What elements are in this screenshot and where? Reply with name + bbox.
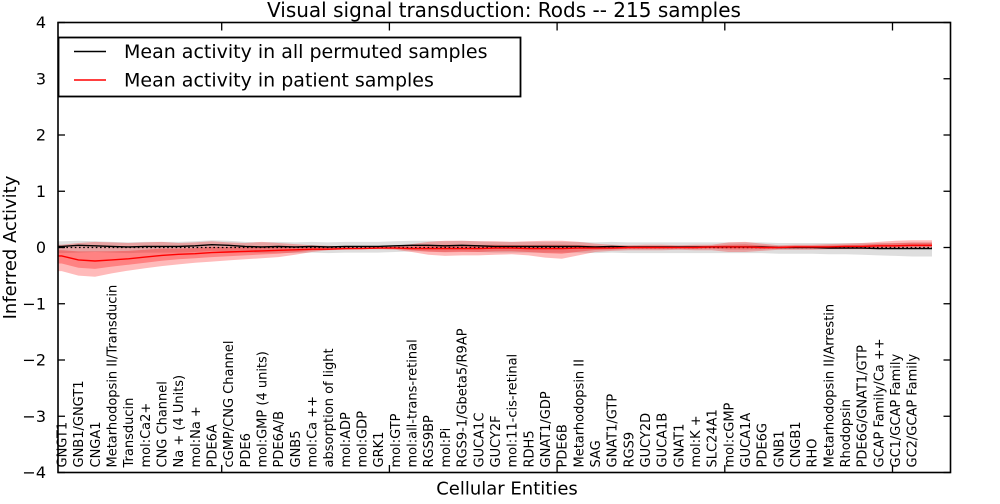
x-tick-label: Metarhodopsin II [572,359,587,467]
x-tick-label: Transducin [122,398,137,469]
x-tick-label: GRK1 [372,432,387,468]
x-tick-label: mol:all-trans-retinal [406,339,421,467]
y-axis-tick-labels: 4 3 2 1 0 −1 −2 −3 −4 [22,13,46,482]
y-tick-label: 2 [36,126,46,145]
x-tick-label: GNAT1/GDP [539,391,554,467]
y-tick-label: 3 [36,69,46,88]
x-tick-label: Rhodopsin [839,399,854,467]
x-tick-label: GUCA1B [656,413,671,468]
x-tick-label: GC2/GCAP Family [906,354,921,468]
x-tick-label: absorption of light [322,348,337,467]
x-tick-label: mol:GMP (4 units) [256,351,271,467]
x-axis-label: Cellular Entities [436,479,578,500]
y-tick-label: −4 [22,463,46,482]
x-tick-label: GNB5 [289,431,304,468]
x-tick-label: GC1/GCAP Family [889,354,904,468]
x-tick-label: PDE6G [756,423,771,467]
x-tick-label: GNAT1/GTP [606,394,621,468]
x-tick-label: mol:Ca2+ [139,403,154,468]
x-tick-label: GNB1 [772,431,787,468]
x-tick-label: GNAT1 [672,424,687,468]
x-tick-label: GUCA1C [472,413,487,468]
x-tick-label: RGS9-1/Gbeta5/R9AP [456,328,471,467]
x-tick-label: mol:K + [689,415,704,467]
x-tick-label: mol:cGMP [722,402,737,467]
chart-title: Visual signal transduction: Rods -- 215 … [267,0,741,22]
x-tick-label: GUCY2D [639,413,654,468]
x-tick-label: mol:ADP [339,412,354,468]
x-tick-label: RHO [806,438,821,467]
x-tick-label: PDE6A [206,424,221,467]
line-mean-patient-samples [58,244,932,262]
y-tick-label: −2 [22,351,46,370]
confidence-band-patient-inner [58,242,932,269]
x-tick-label: PDE6A/B [272,411,287,468]
x-axis-entity-labels: GNGT1 GNB1/GNGT1 CNGA1 Metarhodopsin II/Tra… [56,285,921,469]
x-tick-label: mol:11-cis-retinal [506,354,521,468]
x-tick-label: Metarhodopsin II/Transducin [106,285,121,468]
y-tick-label: −1 [22,294,46,313]
x-tick-label: CNGA1 [89,421,104,467]
y-tick-label: 4 [36,13,46,32]
confidence-band-patient-outer [58,240,932,277]
x-tick-label: mol:Na + [189,406,204,467]
series-lines [58,243,932,262]
x-tick-label: mol:GTP [389,413,404,467]
y-tick-label: 1 [36,182,46,201]
x-tick-label: mol:Ca ++ [306,396,321,468]
x-tick-label: RGS9 [622,432,637,468]
y-tick-label: 0 [36,238,46,257]
x-tick-label: SAG [589,440,604,467]
x-tick-label: PDE6B [556,424,571,467]
x-tick-label: GNGT1 [56,422,71,468]
axis-ticks [58,21,951,474]
x-tick-label: PDE6 [239,433,254,467]
y-axis-label: Inferred Activity [0,175,21,319]
x-tick-label: RGS9BP [422,415,437,468]
x-tick-label: CNG Channel [156,381,171,467]
x-tick-label: mol:GDP [356,411,371,468]
x-tick-label: Metarhodopsin II/Arrestin [822,304,837,468]
x-tick-label: Na + (4 Units) [172,375,187,468]
x-tick-label: cGMP/CNG Channel [222,340,237,467]
x-tick-label: SLC24A1 [706,409,721,467]
x-tick-label: GUCY2F [489,415,504,467]
legend-label-permuted-samples: Mean activity in all permuted samples [124,41,487,63]
y-tick-label: −3 [22,407,46,426]
x-tick-label: CNGB1 [789,421,804,467]
legend: Mean activity in all permuted samples Me… [57,36,522,98]
x-tick-label: GNB1/GNGT1 [72,381,87,468]
x-tick-label: GCAP Family/Ca ++ [872,338,887,467]
legend-label-patient-samples: Mean activity in patient samples [124,70,434,92]
legend-box [57,36,522,98]
x-tick-label: GUCA1A [739,413,754,468]
x-tick-label: PDE6G/GNAT1/GTP [856,345,871,468]
x-tick-label: mol:Pi [439,428,454,468]
x-tick-label: RDH5 [522,430,537,467]
